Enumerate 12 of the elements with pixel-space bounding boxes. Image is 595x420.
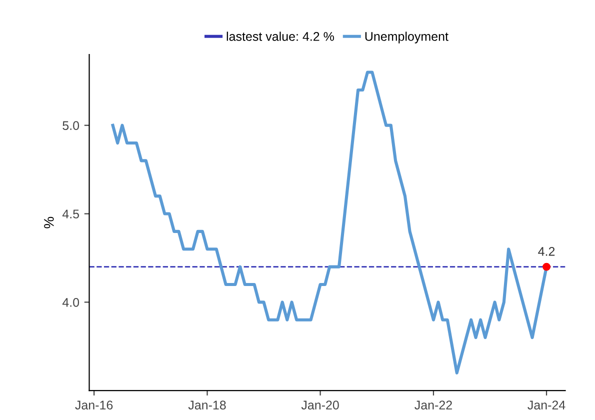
x-tick-label: Jan-18 <box>188 400 226 410</box>
annotation: 4.2 <box>538 246 555 256</box>
y-tick-label: 5.0 <box>62 121 80 130</box>
x-tick-label: Jan-22 <box>414 400 452 410</box>
x-tick-label: Jan-16 <box>75 400 113 410</box>
y-axis-title: % <box>44 216 54 228</box>
x-tick-label: Jan-24 <box>528 400 566 410</box>
x-tick-label: Jan-20 <box>301 400 339 410</box>
legend-label: lastest value: 4.2 % <box>226 32 334 41</box>
legend-label: Unemployment <box>365 32 448 44</box>
y-tick-label: 4.0 <box>62 298 80 307</box>
y-tick-label: 4.5 <box>62 210 80 218</box>
